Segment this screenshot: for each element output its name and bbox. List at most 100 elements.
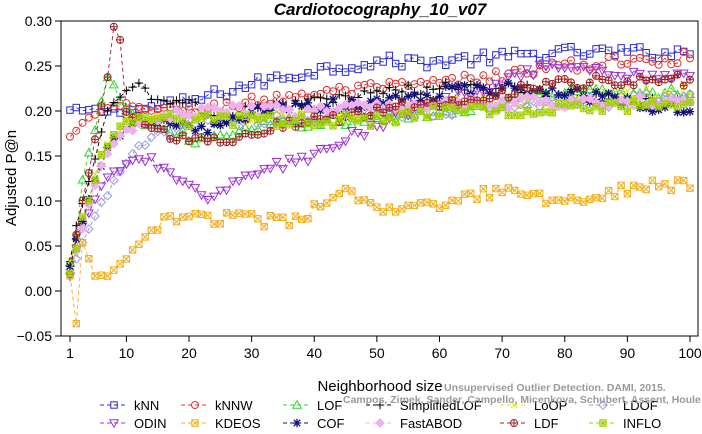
data-point: [442, 103, 450, 112]
data-point: [296, 152, 307, 162]
data-point: [116, 35, 125, 44]
data-point: [127, 149, 138, 159]
legend-marker: [599, 419, 607, 427]
x-tick-label: 10: [119, 345, 135, 361]
data-point: [398, 205, 406, 213]
data-point: [485, 89, 494, 98]
data-point: [435, 204, 444, 212]
data-point: [467, 189, 475, 198]
data-point: [522, 65, 533, 75]
data-point: [140, 83, 150, 93]
data-point: [636, 101, 644, 110]
data-point: [629, 181, 638, 190]
data-point: [122, 117, 131, 126]
y-tick-label: 0.15: [25, 148, 52, 164]
data-point: [485, 77, 494, 86]
legend-item-loop: LoOP: [500, 398, 567, 413]
data-point: [103, 106, 112, 116]
data-point: [209, 102, 219, 113]
data-point: [460, 81, 469, 90]
legend: kNN kNNW LOF SimplifiedLOF LoOP LDOF ODIN KDEOS…: [100, 398, 661, 431]
data-point: [83, 147, 94, 157]
legend-item-ldf: LDF: [500, 416, 559, 431]
data-point: [448, 73, 457, 82]
data-point: [366, 88, 375, 98]
data-point: [140, 140, 151, 151]
data-point: [348, 187, 356, 195]
data-point: [623, 48, 632, 56]
data-point: [573, 100, 581, 109]
legend-label: ODIN: [134, 416, 167, 431]
data-point: [634, 91, 645, 102]
data-point: [534, 60, 545, 70]
legend-label: LDOF: [623, 398, 658, 413]
data-point: [72, 103, 80, 112]
data-point: [598, 61, 607, 70]
legend-marker: [108, 419, 120, 429]
data-point: [190, 138, 201, 148]
data-point: [617, 102, 625, 111]
data-point: [204, 110, 212, 119]
data-point: [102, 173, 113, 183]
data-point: [378, 89, 388, 98]
legend-marker: [598, 400, 608, 410]
data-point: [354, 196, 362, 205]
data-point: [529, 49, 538, 58]
data-point: [504, 79, 513, 88]
data-point: [108, 79, 119, 89]
data-point: [584, 66, 595, 76]
data-point: [229, 211, 237, 219]
data-point: [498, 103, 506, 112]
data-point: [617, 89, 625, 97]
x-tick-label: 40: [306, 345, 322, 361]
data-point: [498, 188, 506, 197]
data-point: [340, 137, 351, 147]
data-point: [585, 78, 594, 87]
data-point: [404, 108, 412, 116]
data-point: [259, 165, 270, 175]
data-point: [378, 99, 388, 108]
data-point: [135, 113, 143, 122]
legend-item-knn: kNN: [100, 398, 159, 413]
legend-marker: [291, 399, 303, 409]
series-kdeos: [66, 176, 694, 328]
data-point: [429, 85, 438, 94]
data-point: [85, 254, 93, 263]
data-point: [316, 202, 325, 211]
data-point: [391, 118, 400, 127]
data-point: [116, 260, 124, 268]
data-point: [310, 121, 318, 130]
data-point: [423, 63, 431, 72]
data-point: [298, 73, 306, 82]
legend-label: kNN: [134, 398, 159, 413]
data-point: [467, 60, 475, 69]
legend-item-knnw: kNNW: [181, 398, 253, 413]
data-point: [498, 86, 507, 95]
data-point: [108, 175, 119, 186]
data-point: [335, 189, 343, 198]
data-point: [291, 99, 300, 108]
x-tick-label: 80: [557, 345, 573, 361]
data-point: [171, 123, 182, 134]
data-point: [510, 90, 519, 99]
data-point: [166, 119, 175, 128]
data-point: [485, 194, 494, 202]
data-point: [391, 208, 400, 216]
data-point: [510, 111, 519, 119]
data-point: [680, 176, 688, 185]
x-axis-label: Neighborhood size: [317, 378, 442, 395]
data-point: [323, 118, 331, 126]
data-point: [335, 82, 344, 91]
data-point: [678, 69, 689, 79]
x-tick-label: 100: [678, 345, 702, 361]
data-point: [553, 64, 564, 74]
data-point: [610, 52, 619, 61]
data-point: [66, 132, 74, 141]
data-point: [441, 82, 450, 91]
data-point: [435, 84, 444, 93]
data-point: [146, 132, 157, 143]
data-point: [116, 122, 124, 130]
data-point: [247, 92, 256, 101]
data-point: [567, 56, 576, 65]
data-point: [71, 253, 82, 264]
